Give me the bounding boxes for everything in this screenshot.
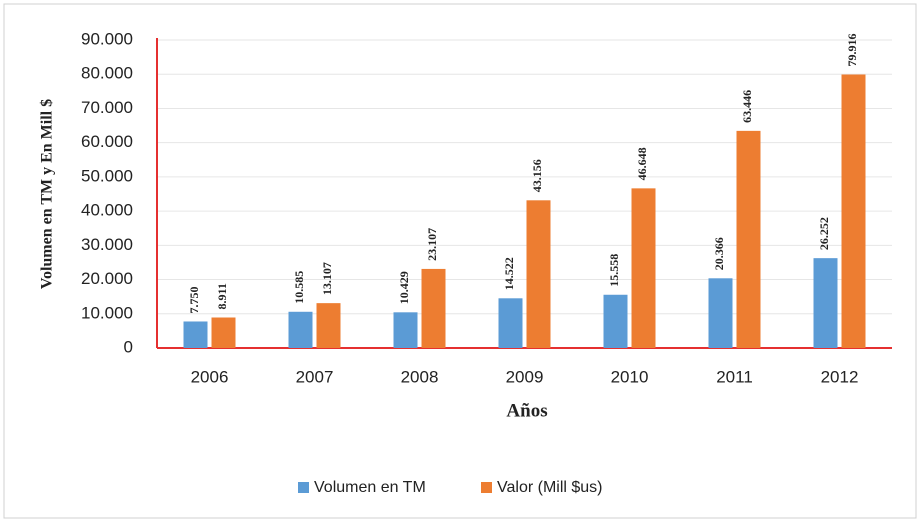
legend-swatch bbox=[298, 482, 309, 493]
bar bbox=[631, 188, 656, 348]
x-tick-label: 2012 bbox=[821, 367, 859, 386]
bar bbox=[498, 298, 523, 348]
bar bbox=[708, 278, 733, 348]
x-tick-label: 2011 bbox=[716, 367, 753, 386]
x-tick-label: 2006 bbox=[191, 367, 229, 386]
bar bbox=[736, 130, 761, 348]
value-label: 79.916 bbox=[845, 34, 859, 67]
y-tick-label: 80.000 bbox=[81, 64, 133, 83]
bar bbox=[393, 312, 418, 348]
y-tick-label: 20.000 bbox=[81, 269, 133, 288]
value-label: 8.911 bbox=[215, 283, 229, 309]
bar bbox=[526, 200, 551, 348]
x-tick-label: 2010 bbox=[611, 367, 649, 386]
x-axis-title: Años bbox=[506, 400, 547, 421]
value-label: 15.558 bbox=[607, 254, 621, 287]
value-label: 20.366 bbox=[712, 237, 726, 270]
value-label: 13.107 bbox=[320, 262, 334, 295]
bar bbox=[603, 294, 628, 348]
y-tick-label: 90.000 bbox=[81, 29, 133, 48]
value-label: 26.252 bbox=[817, 217, 831, 250]
bar bbox=[316, 303, 341, 348]
value-label: 7.750 bbox=[187, 286, 201, 313]
bar bbox=[183, 321, 208, 348]
legend-swatch bbox=[481, 482, 492, 493]
y-tick-label: 40.000 bbox=[81, 201, 133, 220]
value-label: 43.156 bbox=[530, 159, 544, 192]
y-axis-title: Volumen en TM y En Mill $ bbox=[39, 99, 56, 289]
value-label: 46.648 bbox=[635, 147, 649, 180]
value-label: 23.107 bbox=[425, 228, 439, 261]
bar bbox=[211, 317, 236, 348]
bar bbox=[288, 311, 313, 348]
y-tick-label: 0 bbox=[124, 337, 133, 356]
legend-label: Volumen en TM bbox=[314, 479, 426, 496]
value-label: 10.585 bbox=[292, 271, 306, 304]
y-tick-label: 60.000 bbox=[81, 132, 133, 151]
bar bbox=[841, 74, 866, 348]
value-label: 14.522 bbox=[502, 257, 516, 290]
chart-border bbox=[3, 3, 917, 519]
y-tick-label: 30.000 bbox=[81, 235, 133, 254]
legend-label: Valor (Mill $us) bbox=[497, 479, 603, 496]
y-tick-label: 70.000 bbox=[81, 98, 133, 117]
value-label: 63.446 bbox=[740, 90, 754, 123]
x-tick-label: 2007 bbox=[296, 367, 334, 386]
y-tick-label: 50.000 bbox=[81, 166, 133, 185]
value-label: 10.429 bbox=[397, 271, 411, 304]
bar bbox=[813, 258, 838, 348]
x-tick-label: 2008 bbox=[401, 367, 439, 386]
y-tick-label: 10.000 bbox=[81, 303, 133, 322]
bar bbox=[421, 268, 446, 348]
x-tick-label: 2009 bbox=[506, 367, 544, 386]
